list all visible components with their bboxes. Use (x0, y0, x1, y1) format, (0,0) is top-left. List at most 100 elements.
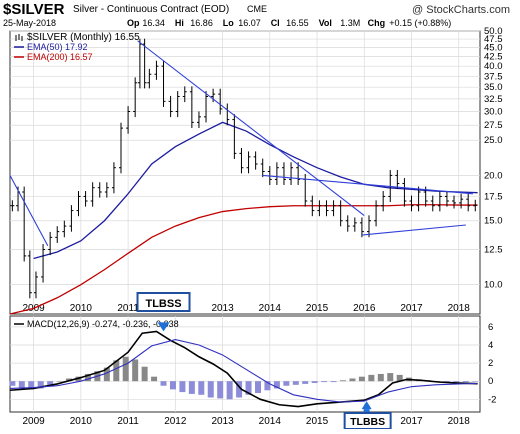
macd-histogram-bar (311, 381, 318, 384)
ohlc-value: 16.86 (190, 18, 213, 28)
price-panel: 10.0 12.5 15.0 17.5 20.0 25.0 27.5 30.0 32.535.0… (9, 26, 503, 315)
macd-histogram (9, 356, 479, 400)
macd-histogram-bar (292, 381, 299, 385)
trendline (137, 40, 365, 217)
macd-histogram-bar (47, 381, 54, 385)
price-x-tick-label: 2010 (70, 303, 93, 314)
price-x-tick-label: 2017 (400, 303, 423, 314)
macd-histogram-bar (321, 381, 328, 383)
signal-line (9, 338, 478, 403)
trendline (361, 224, 466, 236)
macd-x-tick-label: 2013 (211, 416, 234, 427)
price-y-tick-label: 27.5 (484, 120, 503, 131)
ohlc-label: Lo (223, 18, 234, 28)
ohlc-label: Hi (175, 18, 184, 28)
macd-histogram-bar (330, 381, 337, 383)
price-y-tick-label: 50.0 (484, 26, 503, 37)
macd-series (9, 330, 478, 408)
price-series (9, 38, 478, 315)
ohlc-label: Op (127, 18, 140, 28)
macd-histogram-bar (207, 381, 214, 398)
macd-histogram-bar (28, 381, 35, 390)
macd-histogram-bar (245, 381, 252, 395)
ohlc-readout: Op 16.34 Hi 16.86 Lo 16.07 Cl 16.55 Vol 1.3M Chg +0… (127, 18, 451, 28)
chart-symbol: $SILVER (3, 1, 65, 18)
macd-x-tick-label: 2018 (448, 416, 471, 427)
legend-entry: EMA(200) 16.57 (27, 52, 93, 62)
macd-histogram-bar (377, 373, 384, 382)
macd-histogram-bar (302, 381, 309, 384)
macd-x-tick-label: 2017 (400, 416, 423, 427)
ohlc-label: Vol (319, 18, 332, 28)
legend-entry: $SILVER (Monthly) 16.55 (27, 32, 140, 43)
price-y-tick-label: 10.0 (484, 280, 503, 291)
macd-histogram-bar (37, 381, 44, 389)
price-y-tick-label: 15.0 (484, 216, 503, 227)
macd-histogram-bar (84, 373, 91, 382)
ohlc-label: Chg (368, 18, 386, 28)
macd-histogram-bar (141, 366, 148, 382)
ohlc-value: 16.34 (142, 18, 165, 28)
macd-histogram-bar (9, 381, 16, 386)
macd-histogram-bar (358, 376, 365, 382)
macd-y-axis: -2 0 2 4 6 (488, 322, 496, 405)
macd-histogram-bar (273, 381, 280, 389)
macd-legend-entry: MACD(12,26,9) -0.274, -0.236, -0.038 (27, 319, 179, 329)
macd-histogram-bar (349, 378, 356, 382)
price-x-tick-label: 2016 (353, 303, 376, 314)
macd-histogram-bar (132, 359, 139, 382)
macd-histogram-bar (226, 381, 233, 400)
macd-annotations: TLBSS TLBBS (136, 292, 392, 430)
ohlc-label: Cl (271, 18, 280, 28)
legend-entry: EMA(50) 17.92 (27, 42, 88, 52)
macd-histogram-bar (122, 356, 129, 382)
price-x-tick-label: 2011 (117, 303, 139, 314)
macd-y-tick-label: 2 (488, 358, 493, 369)
trendline (9, 175, 49, 246)
annotation-box (136, 292, 191, 312)
chart-date: 25-May-2018 (3, 18, 56, 28)
macd-histogram-bar (236, 381, 243, 398)
macd-panel-frame (9, 315, 481, 413)
macd-y-tick-label: -2 (488, 394, 496, 405)
macd-x-tick-label: 2015 (306, 416, 329, 427)
price-y-tick-label: 12.5 (484, 244, 503, 255)
macd-histogram-bar (396, 374, 403, 382)
price-x-tick-label: 2013 (211, 303, 234, 314)
price-y-tick-label: 40.0 (484, 61, 503, 72)
macd-histogram-bar (368, 374, 375, 382)
annotation-arrow-stem (363, 409, 370, 414)
annotation-label: TLBBS (350, 416, 385, 428)
macd-histogram-bar (169, 381, 176, 390)
macd-histogram-bar (254, 381, 261, 393)
macd-y-tick-label: 0 (488, 376, 493, 387)
macd-x-axis: 2009201020112012201320142015201620172018 (22, 416, 470, 427)
macd-histogram-bar (462, 381, 469, 383)
macd-histogram-bar (472, 381, 479, 382)
price-y-tick-label: 17.5 (484, 191, 503, 202)
chart-exchange: CME (247, 4, 267, 14)
macd-histogram-bar (453, 381, 460, 383)
ema50-line (33, 121, 478, 260)
macd-histogram-bar (113, 360, 120, 382)
annotation-arrow-up (361, 401, 372, 410)
ohlc-value: 1.3M (340, 18, 360, 28)
price-y-tick-label: 45.0 (484, 43, 503, 54)
macd-histogram-bar (179, 381, 186, 393)
macd-histogram-bar (188, 381, 195, 394)
chart-description: Silver - Continuous Contract (EOD) (73, 4, 229, 15)
macd-histogram-bar (18, 381, 25, 388)
ohlc-value: +0.15 (+0.88%) (389, 18, 451, 28)
macd-histogram-bar (198, 381, 205, 395)
macd-histogram-bar (103, 367, 110, 382)
macd-histogram-bar (340, 380, 347, 382)
price-y-tick-label: 47.5 (484, 34, 503, 45)
macd-y-tick-label: 4 (488, 340, 493, 351)
macd-panel: -2 0 2 4 6 2009 2010 2011 2012 2013 2014 2015 2016 2… (9, 292, 496, 430)
macd-x-tick-label: 2009 (22, 416, 45, 427)
macd-x-tick-label: 2011 (117, 416, 139, 427)
price-x-tick-label: 2018 (448, 303, 471, 314)
trendline (262, 174, 473, 195)
